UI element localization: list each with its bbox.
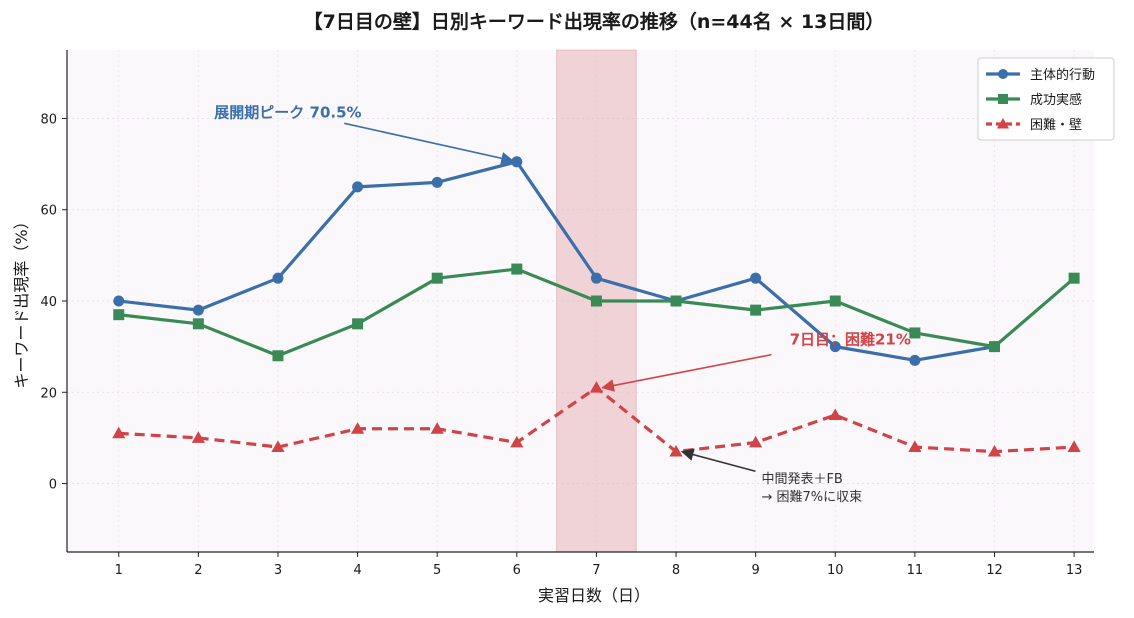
series-3: [112, 381, 1081, 457]
x-tick-label: 5: [433, 563, 441, 578]
x-tick-label: 6: [513, 563, 521, 578]
data-point: [988, 341, 1000, 353]
data-point: [352, 181, 364, 193]
data-point: [670, 295, 682, 307]
data-point: [829, 341, 841, 353]
legend-item-1: 主体的行動: [986, 67, 1095, 83]
data-point: [909, 327, 921, 339]
annotation-arrow: [601, 353, 772, 392]
x-tick-label: 1: [115, 563, 123, 578]
y-tick-label: 80: [40, 112, 57, 127]
x-tick-label: 13: [1066, 563, 1083, 578]
annotation-arrow: [680, 448, 756, 473]
data-point: [997, 118, 1009, 129]
data-point: [828, 408, 842, 421]
data-point: [271, 440, 285, 452]
y-tick-label: 20: [40, 386, 57, 401]
legend-label: 主体的行動: [1030, 67, 1095, 83]
data-point: [511, 263, 523, 275]
annotation-peak-text: 展開期ピーク 70.5%: [214, 103, 361, 121]
data-point: [669, 445, 683, 457]
annotation-note-line: 中間発表＋FB: [761, 472, 842, 487]
data-point: [511, 156, 523, 168]
data-point: [1067, 440, 1081, 452]
data-point: [192, 304, 204, 316]
data-point: [590, 295, 602, 307]
data-point: [350, 422, 365, 434]
y-axis-label: キーワード出現率（%）: [12, 213, 31, 388]
data-point: [987, 445, 1002, 457]
chart-title: 【7日目の壁】日別キーワード出現率の推移（n=44名 × 13日間）: [304, 10, 885, 33]
data-point: [191, 431, 205, 443]
x-tick-label: 4: [353, 563, 361, 578]
x-tick-label: 2: [194, 563, 202, 578]
data-point: [750, 272, 762, 284]
data-point: [272, 272, 284, 284]
x-tick-label: 12: [986, 563, 1003, 578]
y-tick-label: 40: [40, 295, 57, 310]
x-tick-label: 10: [827, 563, 844, 578]
annotation-note-text: 中間発表＋FB → 困難7%に収束: [761, 472, 862, 505]
data-point: [998, 94, 1008, 104]
data-point: [749, 435, 763, 448]
legend-item-2: 成功実感: [986, 92, 1082, 108]
data-point: [430, 422, 444, 434]
legend-label: 成功実感: [1030, 92, 1082, 108]
x-tick-label: 7: [592, 563, 600, 578]
x-axis-label: 実習日数（日）: [538, 586, 650, 605]
data-point: [589, 381, 604, 393]
annotation-wall-text: 7日目：困難21%: [790, 331, 911, 349]
y-tick-label: 60: [40, 204, 57, 219]
series-layer: [112, 156, 1081, 457]
x-tick-label: 9: [752, 563, 760, 578]
data-point: [113, 309, 125, 321]
data-point: [829, 295, 841, 307]
data-point: [750, 304, 762, 316]
data-point: [112, 426, 126, 439]
annotations: 展開期ピーク 70.5% 7日目：困難21% 中間発表＋FB → 困難7%に収束: [214, 103, 911, 505]
data-point: [431, 176, 443, 188]
legend-label: 困難・壁: [1030, 118, 1082, 133]
legend-item-3: 困難・壁: [986, 118, 1082, 133]
y-tick-label: 0: [49, 478, 57, 493]
data-point: [1068, 272, 1080, 284]
data-point: [192, 318, 204, 330]
series-2: [113, 263, 1080, 362]
data-point: [352, 318, 364, 330]
data-point: [113, 295, 125, 307]
x-tick-label: 3: [274, 563, 282, 578]
legend-box: [977, 57, 1115, 141]
x-tick-label: 8: [672, 563, 680, 578]
data-point: [590, 272, 602, 284]
data-point: [431, 272, 443, 284]
annotation-note-line: → 困難7%に収束: [761, 490, 862, 505]
annotation-arrow: [344, 122, 515, 165]
data-point: [908, 440, 922, 452]
x-tick-label: 11: [907, 563, 924, 578]
data-point: [998, 69, 1008, 79]
data-point: [909, 354, 921, 366]
data-point: [510, 435, 524, 448]
series-line: [118, 160, 995, 362]
data-point: [272, 350, 284, 362]
